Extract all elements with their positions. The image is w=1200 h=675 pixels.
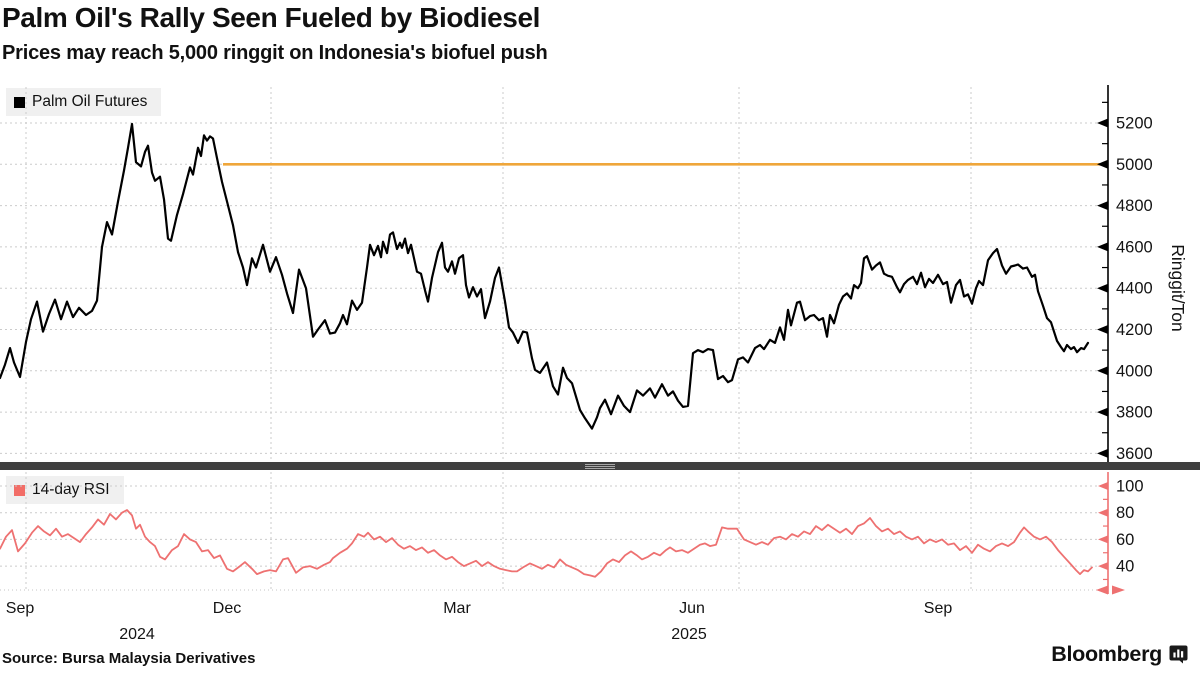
- rsi-y-tick-label: 100: [1116, 478, 1144, 496]
- x-month-label: Sep: [6, 600, 35, 617]
- main-plot-area[interactable]: [0, 85, 1108, 462]
- main-tick-arrow-icon: [1097, 242, 1108, 252]
- main-y-tick-label: 5000: [1116, 156, 1153, 174]
- legend-palm-oil-label: Palm Oil Futures: [32, 93, 147, 111]
- rsi-series-swatch-icon: [14, 484, 25, 496]
- rsi-tick-arrow-icon: [1098, 562, 1108, 571]
- main-tick-arrow-icon: [1097, 448, 1108, 458]
- bloomberg-wordmark: Bloomberg: [1051, 642, 1162, 666]
- rsi-y-tick-label: 60: [1116, 531, 1134, 549]
- main-y-tick-label: 4200: [1116, 321, 1153, 339]
- x-month-label: Sep: [924, 600, 953, 617]
- x-month-label: Jun: [679, 600, 705, 617]
- chart-canvas[interactable]: 3600 3800 4000 4200 4400 4600 4800 5000 5200 Ring…: [0, 85, 1200, 675]
- x-month-label: Dec: [213, 600, 241, 617]
- main-y-tick-label: 4400: [1116, 280, 1153, 298]
- x-year-label: 2025: [671, 626, 707, 643]
- rsi-plot-area[interactable]: [0, 470, 1108, 590]
- rsi-series-line: [0, 509, 1093, 578]
- main-tick-arrow-icon: [1097, 366, 1108, 376]
- legend-14-day-rsi[interactable]: 14-day RSI: [6, 476, 124, 504]
- main-tick-arrow-icon: [1097, 325, 1108, 334]
- page-subtitle: Prices may reach 5,000 ringgit on Indone…: [2, 42, 548, 64]
- source-note: Source: Bursa Malaysia Derivatives: [2, 650, 256, 667]
- main-tick-arrow-icon: [1097, 283, 1108, 293]
- main-y-axis-title: Ringgit/Ton: [1168, 244, 1188, 332]
- main-tick-arrow-icon: [1097, 118, 1108, 128]
- palm-oil-series-swatch-icon: [14, 96, 25, 108]
- bloomberg-chart-bubble-icon: [1169, 645, 1188, 664]
- x-year-label: 2024: [119, 626, 155, 643]
- rsi-tick-arrow-icon: [1098, 535, 1108, 544]
- price-series-line: [0, 122, 1090, 430]
- x-axis-end-arrow-icon: [1112, 585, 1125, 595]
- main-y-tick-label: 4800: [1116, 197, 1153, 215]
- main-y-tick-label: 5200: [1116, 115, 1153, 133]
- rsi-tick-arrow-icon: [1098, 508, 1108, 517]
- legend-palm-oil-futures[interactable]: Palm Oil Futures: [6, 88, 162, 116]
- page-title: Palm Oil's Rally Seen Fueled by Biodiese…: [2, 2, 541, 33]
- rsi-y-tick-label: 80: [1116, 504, 1134, 522]
- main-y-tick-label: 3800: [1116, 404, 1153, 422]
- main-y-tick-label: 4600: [1116, 238, 1153, 256]
- main-y-tick-label: 4000: [1116, 362, 1153, 380]
- legend-rsi-label: 14-day RSI: [32, 481, 110, 499]
- rsi-tick-arrow-icon: [1098, 482, 1108, 490]
- x-month-label: Mar: [443, 600, 471, 617]
- main-tick-arrow-icon: [1097, 407, 1108, 417]
- rsi-axis-end-arrow-icon: [1096, 585, 1108, 595]
- bloomberg-branding: Bloomberg: [1051, 642, 1188, 667]
- rsi-y-tick-label: 40: [1116, 558, 1134, 576]
- main-tick-arrow-icon: [1097, 201, 1108, 211]
- main-y-tick-label: 3600: [1116, 445, 1153, 463]
- main-tick-arrow-icon: [1097, 159, 1108, 169]
